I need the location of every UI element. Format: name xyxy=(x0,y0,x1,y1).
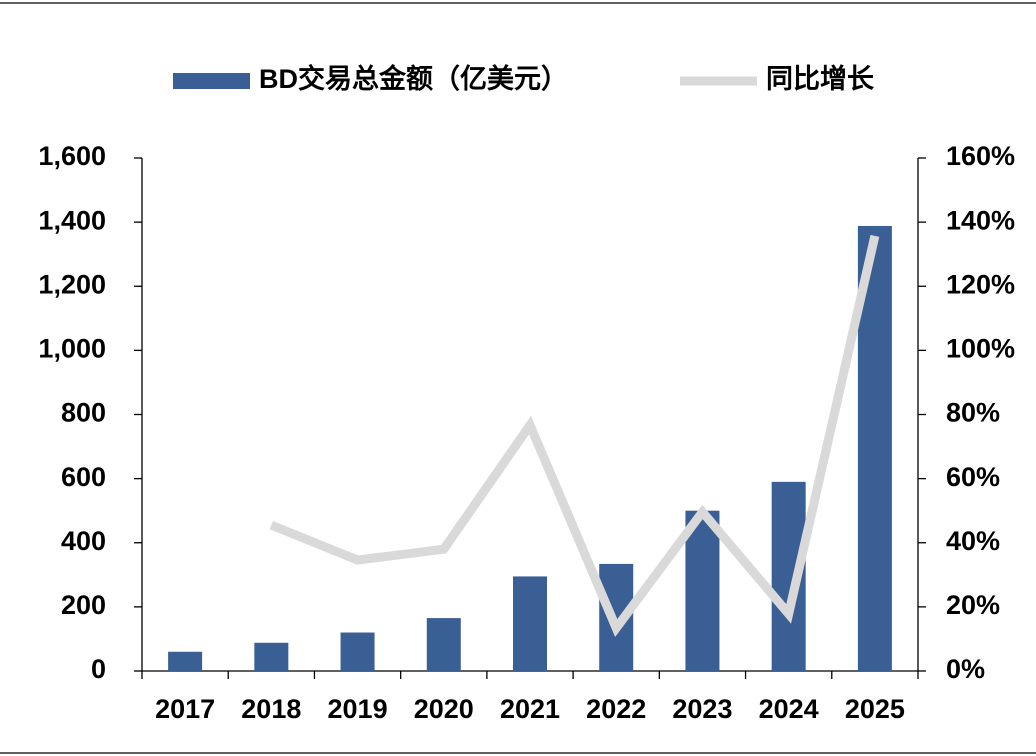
y-tick-label: 1,000 xyxy=(38,334,106,364)
x-tick-label: 2019 xyxy=(328,694,388,724)
x-tick-label: 2020 xyxy=(414,694,474,724)
x-tick-label: 2022 xyxy=(586,694,646,724)
y2-tick-label: 20% xyxy=(946,590,1000,620)
y-tick-label: 1,600 xyxy=(38,141,106,171)
line xyxy=(269,234,880,638)
y-tick-label: 0 xyxy=(91,654,106,684)
y2-tick-label: 120% xyxy=(946,269,1015,299)
y-tick-label: 800 xyxy=(61,398,106,428)
y2-tick-label: 40% xyxy=(946,526,1000,556)
y2-tick-label: 60% xyxy=(946,462,1000,492)
y2-tick-label: 100% xyxy=(946,334,1015,364)
bar xyxy=(340,632,375,671)
y-tick-label: 1,200 xyxy=(38,269,106,299)
bar xyxy=(254,642,289,671)
bar xyxy=(513,576,547,671)
legend-label: 同比增长 xyxy=(766,63,875,94)
x-tick-label: 2021 xyxy=(500,694,560,724)
y-tick-label: 400 xyxy=(61,526,106,556)
y-tick-label: 200 xyxy=(61,590,106,620)
y2-tick-label: 0% xyxy=(946,654,985,684)
x-tick-label: 2018 xyxy=(241,694,301,724)
y2-tick-label: 80% xyxy=(946,398,1000,428)
x-tick-label: 2017 xyxy=(155,694,215,724)
x-tick-label: 2024 xyxy=(759,694,819,724)
bar xyxy=(685,510,720,671)
y-tick-label: 600 xyxy=(61,462,106,492)
x-tick-label: 2023 xyxy=(672,694,732,724)
bar xyxy=(168,651,203,671)
legend-swatch xyxy=(173,73,250,89)
legend-label: BD交易总金额（亿美元） xyxy=(259,63,568,94)
x-tick-label: 2025 xyxy=(845,694,905,724)
bar xyxy=(426,618,461,671)
y2-tick-label: 160% xyxy=(946,141,1015,171)
y2-tick-label: 140% xyxy=(946,205,1015,235)
y-tick-label: 1,400 xyxy=(38,205,106,235)
